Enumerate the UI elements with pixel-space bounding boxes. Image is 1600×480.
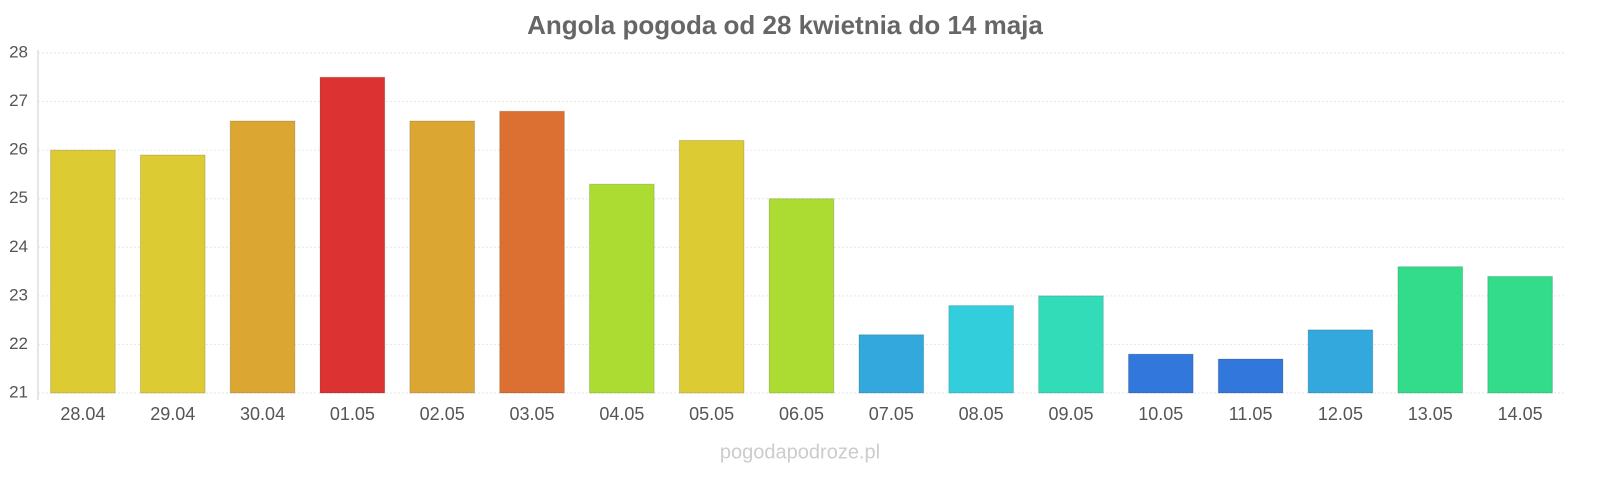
bar [768, 198, 835, 394]
x-tick-label: 14.05 [1498, 404, 1543, 424]
bar [1217, 358, 1284, 394]
bar [948, 305, 1014, 394]
bar [409, 120, 476, 394]
x-tick-label: 08.05 [959, 404, 1004, 424]
x-tick-label: 10.05 [1138, 404, 1183, 424]
x-tick-label: 13.05 [1408, 404, 1453, 424]
chart-title: Angola pogoda od 28 kwietnia do 14 maja [527, 10, 1043, 40]
x-tick-label: 02.05 [420, 404, 465, 424]
bar [319, 76, 386, 394]
x-tick-label: 30.04 [240, 404, 285, 424]
x-tick-label: 29.04 [150, 404, 195, 424]
bar [1307, 329, 1374, 394]
x-tick-label: 06.05 [779, 404, 824, 424]
y-tick-label: 22 [9, 334, 28, 353]
bar [1127, 353, 1194, 394]
y-tick-label: 21 [9, 382, 28, 401]
bar [858, 334, 925, 394]
x-tick-label: 01.05 [330, 404, 375, 424]
bar [589, 183, 655, 394]
x-tick-label: 11.05 [1229, 404, 1273, 424]
bar [1487, 275, 1553, 394]
x-tick-label: 05.05 [689, 404, 734, 424]
bar [678, 139, 745, 394]
bar [229, 120, 296, 394]
y-tick-label: 24 [9, 237, 28, 256]
y-tick-label: 28 [9, 42, 28, 61]
watermark: pogodapodroze.pl [720, 441, 880, 463]
x-tick-label: 04.05 [599, 404, 644, 424]
bar [1397, 266, 1464, 394]
bar [1038, 295, 1104, 394]
x-tick-label: 28.04 [60, 404, 105, 424]
x-tick-label: 09.05 [1048, 404, 1093, 424]
bar [499, 110, 565, 394]
y-tick-label: 23 [9, 285, 28, 304]
x-tick-label: 03.05 [510, 404, 555, 424]
bar [50, 149, 116, 394]
y-tick-label: 25 [9, 188, 28, 207]
x-tick-label: 07.05 [869, 404, 914, 424]
x-tick-label: 12.05 [1318, 404, 1363, 424]
y-tick-label: 27 [9, 91, 28, 110]
y-tick-label: 26 [9, 140, 28, 159]
bar [139, 154, 206, 394]
